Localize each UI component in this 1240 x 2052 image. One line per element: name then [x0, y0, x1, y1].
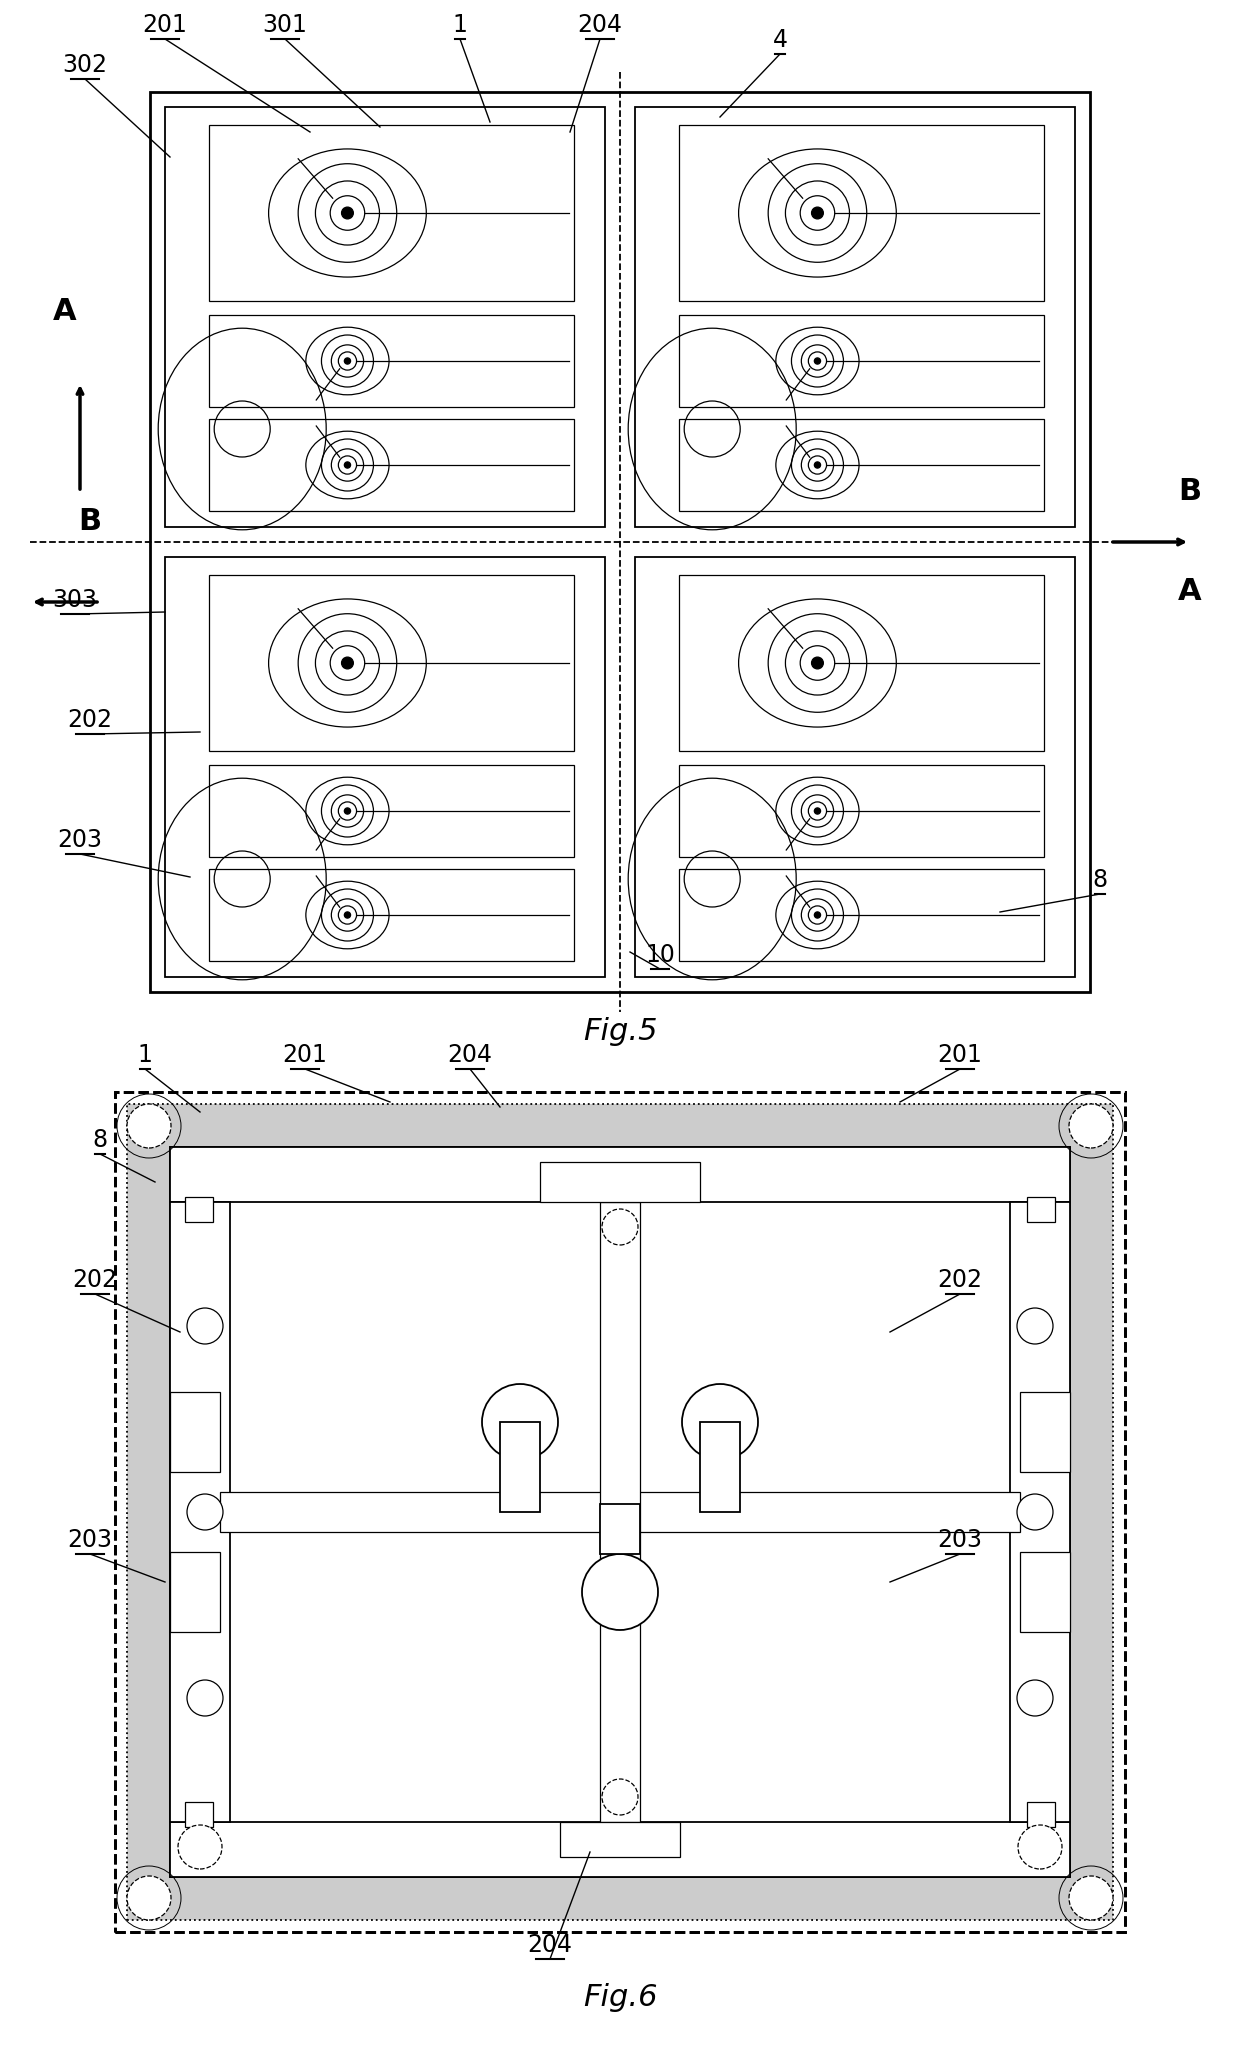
Bar [170, 1147, 1070, 1202]
Bar [500, 1422, 539, 1512]
Circle shape [345, 911, 351, 917]
Circle shape [811, 207, 823, 220]
Circle shape [345, 357, 351, 363]
Text: 8: 8 [93, 1129, 108, 1151]
Bar [678, 125, 1044, 302]
Circle shape [1017, 1494, 1053, 1531]
Bar [165, 107, 605, 527]
Text: 204: 204 [578, 12, 622, 37]
Circle shape [1017, 1307, 1053, 1344]
Text: 202: 202 [67, 708, 113, 733]
Bar [165, 556, 605, 977]
Circle shape [341, 657, 353, 669]
Text: 4: 4 [773, 29, 787, 51]
Circle shape [187, 1307, 223, 1344]
Bar [678, 868, 1044, 960]
Circle shape [1069, 1876, 1114, 1921]
Circle shape [601, 1779, 639, 1816]
Text: 204: 204 [527, 1933, 573, 1958]
Bar [115, 1092, 1125, 1933]
Text: 201: 201 [283, 1042, 327, 1067]
Bar [115, 1092, 1125, 1933]
Bar [635, 556, 1075, 977]
Bar [219, 1492, 1021, 1533]
Text: 203: 203 [937, 1529, 982, 1551]
Bar [170, 1391, 219, 1471]
Text: 302: 302 [62, 53, 108, 78]
Bar [678, 765, 1044, 858]
Bar [635, 107, 1075, 527]
Circle shape [815, 808, 821, 815]
Circle shape [126, 1876, 171, 1921]
Bar [208, 575, 574, 751]
Bar [170, 1551, 219, 1631]
Circle shape [179, 1824, 222, 1869]
Bar [1021, 1551, 1070, 1631]
Circle shape [815, 911, 821, 917]
Text: 204: 204 [448, 1042, 492, 1067]
Circle shape [187, 1681, 223, 1715]
Circle shape [345, 462, 351, 468]
Bar [1027, 1802, 1055, 1826]
Text: 10: 10 [645, 944, 675, 966]
Text: 303: 303 [52, 589, 98, 611]
Bar [678, 316, 1044, 406]
Bar [560, 1822, 680, 1857]
Text: 202: 202 [937, 1268, 982, 1293]
Bar [208, 125, 574, 302]
Circle shape [682, 1383, 758, 1461]
Bar [170, 1822, 1070, 1878]
Bar [1011, 1202, 1070, 1822]
Text: A: A [1178, 577, 1202, 607]
Text: 201: 201 [143, 12, 187, 37]
Text: 8: 8 [1092, 868, 1107, 893]
Bar [185, 1802, 213, 1826]
Circle shape [601, 1209, 639, 1246]
Text: 1: 1 [453, 12, 467, 37]
Bar [150, 92, 1090, 991]
Bar [701, 1422, 740, 1512]
Circle shape [482, 1383, 558, 1461]
Circle shape [582, 1553, 658, 1629]
Bar [208, 868, 574, 960]
Text: 203: 203 [57, 829, 103, 852]
Bar [678, 575, 1044, 751]
Circle shape [345, 808, 351, 815]
Bar [1021, 1391, 1070, 1471]
Bar [600, 1504, 640, 1553]
Circle shape [1069, 1104, 1114, 1147]
Circle shape [187, 1494, 223, 1531]
Circle shape [341, 207, 353, 220]
Text: Fig.5: Fig.5 [583, 1018, 657, 1047]
Bar [600, 1202, 640, 1822]
Text: B: B [78, 507, 102, 536]
Bar [539, 1161, 701, 1202]
Bar [1027, 1196, 1055, 1223]
Circle shape [815, 462, 821, 468]
Circle shape [126, 1104, 171, 1147]
Text: Fig.6: Fig.6 [583, 1982, 657, 2011]
Bar [126, 1104, 1114, 1921]
Text: B: B [1178, 478, 1202, 507]
Bar [170, 1202, 229, 1822]
Text: 301: 301 [263, 12, 308, 37]
Text: A: A [53, 298, 77, 326]
Text: 203: 203 [67, 1529, 113, 1551]
Text: 1: 1 [138, 1042, 153, 1067]
Circle shape [811, 657, 823, 669]
Circle shape [1017, 1681, 1053, 1715]
Circle shape [815, 357, 821, 363]
Text: 202: 202 [72, 1268, 118, 1293]
Bar [185, 1196, 213, 1223]
Bar [208, 419, 574, 511]
Text: 201: 201 [937, 1042, 982, 1067]
Bar [208, 765, 574, 858]
Circle shape [1018, 1824, 1061, 1869]
Bar [208, 316, 574, 406]
Bar [678, 419, 1044, 511]
Bar [170, 1147, 1070, 1878]
